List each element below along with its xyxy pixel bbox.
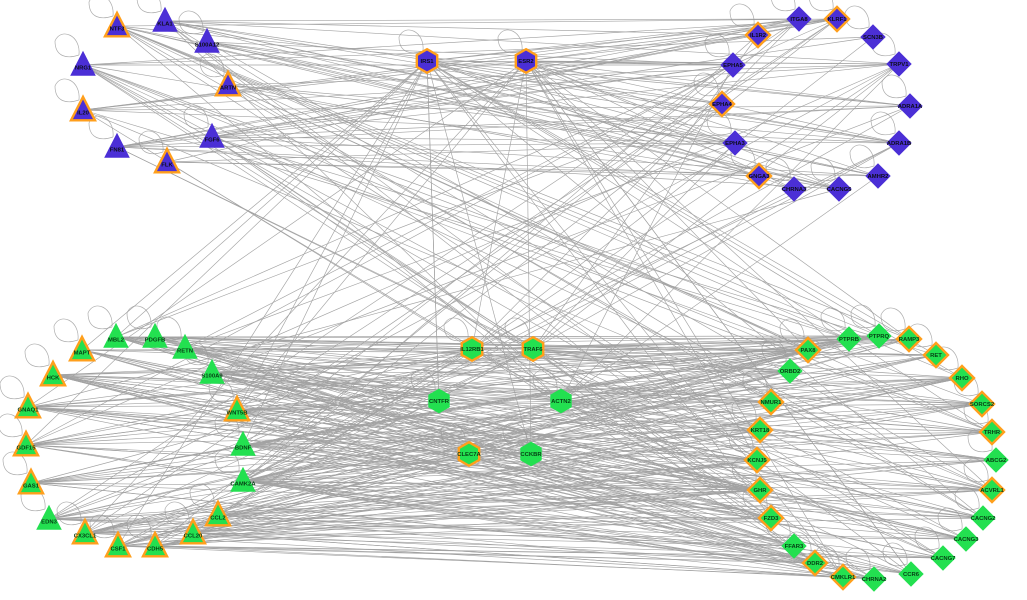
svg-text:S100A9: S100A9 [201, 374, 223, 380]
svg-text:KRT18: KRT18 [751, 428, 770, 434]
svg-text:FFAR3: FFAR3 [785, 544, 804, 550]
svg-text:NRG1: NRG1 [75, 66, 92, 72]
svg-text:ESR2: ESR2 [518, 59, 534, 65]
svg-text:RETN: RETN [177, 349, 193, 355]
svg-text:KLRF1: KLRF1 [828, 17, 848, 23]
svg-text:ARTN: ARTN [220, 86, 236, 92]
svg-text:FGF6: FGF6 [204, 138, 220, 144]
svg-text:ABCG2: ABCG2 [986, 458, 1007, 464]
svg-text:RHO: RHO [955, 376, 969, 382]
svg-text:CACNG5: CACNG5 [827, 187, 853, 193]
svg-text:IRS1: IRS1 [420, 59, 434, 65]
svg-text:IL1R2: IL1R2 [750, 33, 767, 39]
svg-text:CNTFR: CNTFR [429, 399, 450, 405]
svg-text:ADRA1B: ADRA1B [887, 141, 912, 147]
svg-text:GNGA3: GNGA3 [749, 174, 771, 180]
svg-text:CLEC7A: CLEC7A [457, 452, 481, 458]
svg-text:PDGFB: PDGFB [145, 338, 166, 344]
svg-text:CACNG7: CACNG7 [931, 556, 957, 562]
svg-text:TRHR: TRHR [984, 430, 1001, 436]
svg-text:CSF1: CSF1 [110, 547, 126, 553]
svg-text:AMHR2: AMHR2 [868, 174, 890, 180]
svg-text:KCNJ5: KCNJ5 [747, 458, 767, 464]
svg-text:CCR6: CCR6 [903, 572, 920, 578]
svg-text:IL12RB1: IL12RB1 [460, 347, 484, 353]
svg-text:FN81: FN81 [110, 148, 125, 154]
svg-text:MAPT: MAPT [74, 351, 91, 357]
svg-text:KLA1: KLA1 [157, 22, 173, 28]
svg-text:CX3CL1: CX3CL1 [74, 534, 97, 540]
svg-text:CHRNA3: CHRNA3 [782, 187, 807, 193]
svg-text:NMUR1: NMUR1 [761, 400, 783, 406]
svg-text:GDF15: GDF15 [17, 446, 37, 452]
svg-text:ACVRL1: ACVRL1 [980, 488, 1004, 494]
svg-text:CCL2: CCL2 [210, 516, 226, 522]
svg-text:HCK: HCK [47, 376, 61, 382]
svg-text:EPHA3: EPHA3 [725, 141, 745, 147]
svg-text:ACTN2: ACTN2 [551, 399, 571, 405]
svg-text:GNAQ1: GNAQ1 [18, 408, 40, 414]
svg-text:CAMK2A: CAMK2A [230, 482, 256, 488]
svg-text:SCN3B: SCN3B [863, 35, 883, 41]
svg-text:FZD3: FZD3 [764, 516, 779, 522]
svg-text:CACNG3: CACNG3 [954, 537, 980, 543]
svg-text:CMKLR1: CMKLR1 [831, 575, 856, 581]
svg-text:EPHA4: EPHA4 [712, 102, 732, 108]
svg-text:RAMP3: RAMP3 [899, 337, 920, 343]
svg-text:EDN3: EDN3 [41, 520, 57, 526]
svg-text:CDH5: CDH5 [147, 547, 164, 553]
svg-text:CHRNA2: CHRNA2 [862, 577, 887, 583]
svg-text:GHR: GHR [753, 488, 767, 494]
svg-text:PAX8: PAX8 [801, 348, 817, 354]
svg-text:CACNG2: CACNG2 [971, 516, 997, 522]
svg-text:SORCS2: SORCS2 [970, 402, 995, 408]
svg-text:MBL2: MBL2 [108, 338, 125, 344]
svg-text:NTF3: NTF3 [110, 27, 125, 33]
svg-text:S100A12: S100A12 [195, 43, 220, 49]
svg-text:ADRA1A: ADRA1A [898, 104, 923, 110]
svg-text:EPHA5: EPHA5 [723, 63, 743, 69]
svg-text:IL20: IL20 [77, 111, 90, 117]
svg-text:CCKBR: CCKBR [520, 452, 542, 458]
svg-text:RET: RET [930, 353, 942, 359]
svg-text:PTPRB: PTPRB [839, 337, 859, 343]
svg-text:BDNF: BDNF [235, 446, 252, 452]
svg-text:CCL20: CCL20 [184, 534, 203, 540]
svg-text:WNT5B: WNT5B [227, 411, 248, 417]
svg-text:ITGA8: ITGA8 [790, 17, 808, 23]
svg-text:GAS1: GAS1 [23, 484, 40, 490]
svg-text:TRAF6: TRAF6 [524, 347, 544, 353]
svg-text:FLK: FLK [161, 163, 173, 169]
svg-text:TRPV1: TRPV1 [890, 62, 910, 68]
svg-text:ORBD2: ORBD2 [780, 369, 801, 375]
svg-text:PTPRQ: PTPRQ [869, 334, 890, 340]
svg-text:DDR2: DDR2 [807, 561, 824, 567]
